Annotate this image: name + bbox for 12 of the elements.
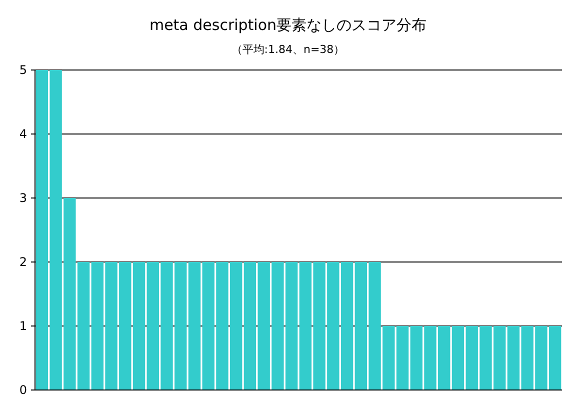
chart-title: meta description要素なしのスコア分布	[149, 16, 427, 34]
y-tick-label: 5	[19, 63, 27, 78]
y-tick-label: 2	[19, 255, 27, 270]
y-tick-label: 4	[19, 127, 27, 142]
bar	[132, 262, 146, 390]
y-tick-label: 3	[19, 191, 27, 206]
bar	[452, 326, 464, 390]
y-tick-label: 0	[19, 383, 27, 398]
bar	[396, 326, 409, 390]
chart-subtitle: （平均:1.84、n=38）	[231, 43, 345, 56]
bar	[188, 262, 201, 390]
y-tick-label: 1	[19, 319, 27, 334]
